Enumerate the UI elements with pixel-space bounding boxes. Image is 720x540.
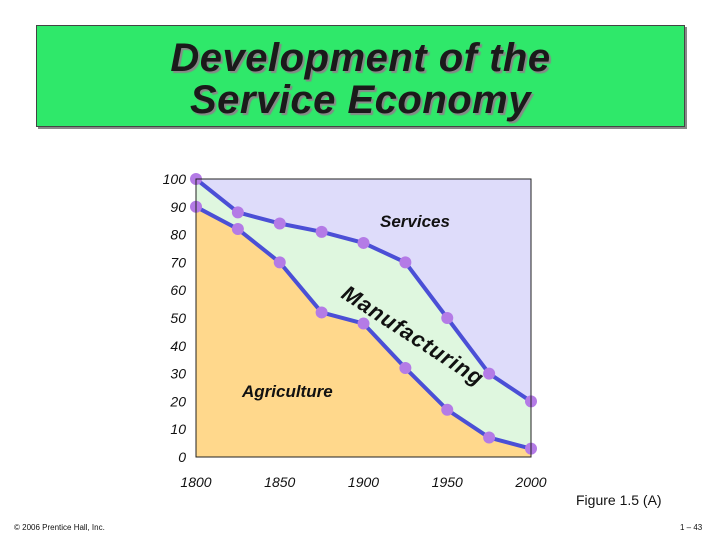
manufacturing-point-1875: [315, 225, 328, 238]
x-tick-label-1900: 1900: [348, 474, 379, 490]
title-line-1: Development of the: [170, 36, 551, 80]
manufacturing-point-1925: [399, 256, 412, 269]
services-label: Services: [380, 212, 450, 231]
y-tick-label-80: 80: [170, 227, 186, 243]
manufacturing-point-1975: [483, 367, 496, 380]
manufacturing-point-1900: [357, 236, 370, 249]
agriculture-point-1950: [441, 403, 454, 416]
y-tick-label-10: 10: [170, 421, 186, 437]
y-tick-label-0: 0: [178, 449, 186, 465]
agriculture-region: [196, 206, 531, 457]
y-tick-label-100: 100: [163, 171, 187, 187]
agriculture-point-1875: [315, 306, 328, 319]
y-tick-label-60: 60: [170, 282, 186, 298]
title-line-2: Service Economy: [190, 78, 531, 122]
plot-frame: [195, 178, 532, 458]
copyright-notice: © 2006 Prentice Hall, Inc.: [14, 523, 105, 532]
manufacturing-point-1825: [231, 206, 244, 219]
agriculture-point-1850: [273, 256, 286, 269]
y-tick-label-70: 70: [170, 254, 186, 270]
title-banner: Development of the Service Economy: [36, 25, 685, 127]
y-tick-label-20: 20: [169, 393, 186, 409]
y-tick-label-40: 40: [170, 338, 186, 354]
y-tick-label-90: 90: [170, 199, 186, 215]
agriculture-point-1825: [231, 223, 244, 236]
agriculture-point-1900: [357, 317, 370, 330]
x-tick-label-2000: 2000: [514, 474, 546, 490]
x-tick-label-1800: 1800: [180, 474, 211, 490]
agriculture-label: Agriculture: [241, 382, 333, 401]
figure-caption: Figure 1.5 (A): [576, 492, 662, 508]
y-tick-label-50: 50: [170, 310, 186, 326]
x-tick-label-1950: 1950: [432, 474, 463, 490]
manufacturing-point-1950: [441, 312, 454, 324]
manufacturing-point-1850: [273, 217, 286, 230]
page-number: 1 – 43: [680, 523, 703, 532]
manufacturing-region: [196, 179, 531, 449]
y-tick-label-30: 30: [170, 366, 186, 382]
agriculture-point-1925: [399, 362, 412, 375]
agriculture-point-1975: [483, 431, 496, 444]
x-tick-label-1850: 1850: [264, 474, 295, 490]
